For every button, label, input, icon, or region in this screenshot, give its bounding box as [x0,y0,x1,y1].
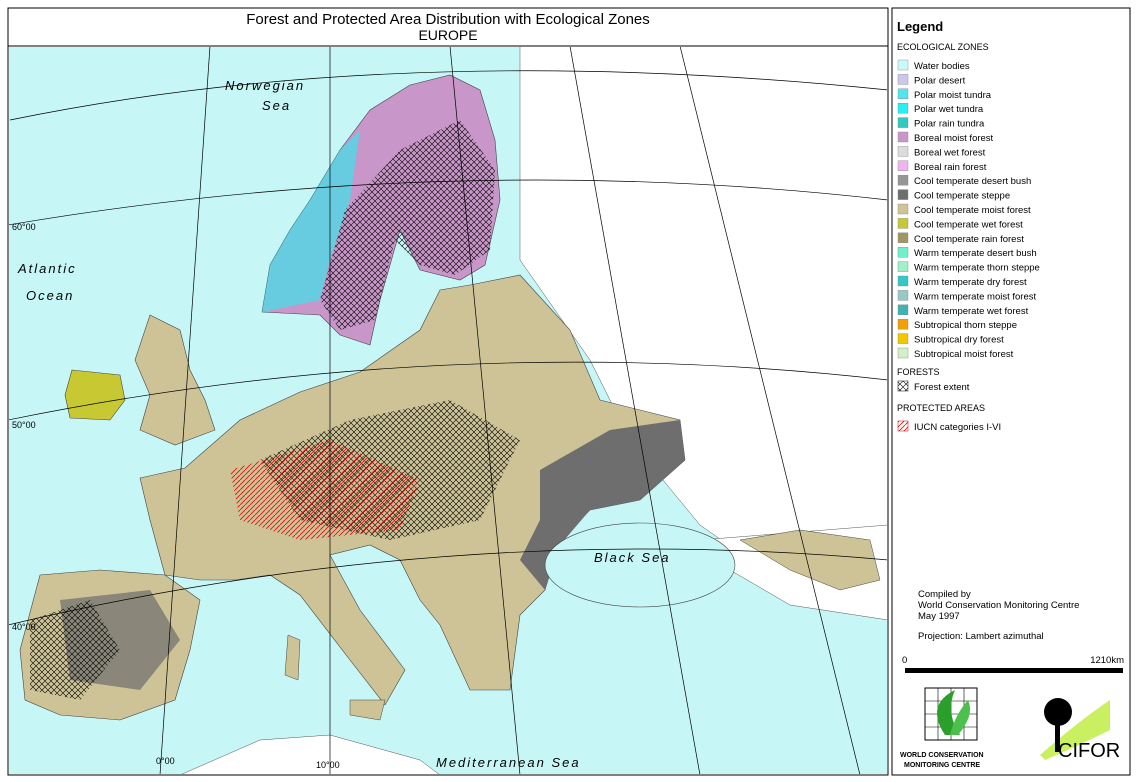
great-britain [134,314,216,446]
scale-label: 0 [902,655,907,666]
legend-swatch [897,131,909,143]
legend-item: Boreal moist forest [914,133,994,144]
legend-swatch [897,74,909,85]
graticule [9,47,887,774]
legend-item: IUCN categories I-VI [914,422,1001,433]
credit: World Conservation Monitoring Centre [918,600,1079,611]
legend-swatch [897,304,909,315]
sicily [349,699,386,721]
legend-heading: ECOLOGICAL ZONES [897,42,989,52]
logo-text: WORLD CONSERVATION [900,752,984,759]
legend-item: Cool temperate desert bush [914,176,1031,187]
sea-label: Black Sea [594,550,671,565]
legend-swatch [897,160,909,172]
map-frame [7,45,889,776]
legend-item: Polar rain tundra [914,119,985,130]
sardinia [284,634,301,681]
scale-bar [905,668,1123,673]
outer-land [519,47,887,611]
legend-swatch [897,420,909,432]
legend-item: Warm temperate wet forest [914,306,1029,317]
legend-item: Warm temperate desert bush [914,248,1037,259]
legend-item: Forest extent [914,382,970,393]
sea-label: Sea [262,98,291,113]
credit: May 1997 [918,611,960,622]
legend-swatch [897,380,909,392]
legend-item: Warm temperate moist forest [914,291,1036,302]
graticule-label: 60°00 [12,222,36,232]
legend-item: Cool temperate steppe [914,191,1010,202]
legend-item: Boreal rain forest [914,162,987,173]
legend-swatch [897,261,909,272]
logo-text: CIFOR [1058,740,1120,762]
legend-swatch [897,88,909,100]
protected-areas [230,440,420,540]
legend-swatch [897,189,909,200]
legend-swatch [897,203,909,215]
graticule-label: 50°00 [12,420,36,430]
graticule-label: 10°00 [316,760,340,770]
forest-extent [320,120,495,330]
map-subtitle: EUROPE [418,27,477,43]
legend-swatch [897,246,909,258]
legend-item: Water bodies [914,61,970,72]
black-sea [544,522,736,608]
legend-item: Subtropical thorn steppe [914,320,1017,331]
legend-item: Subtropical dry forest [914,335,1004,346]
legend-swatch [897,290,909,301]
legend-item: Warm temperate thorn steppe [914,263,1040,274]
sea-label: Norwegian [225,78,305,93]
legend-swatch [897,347,909,359]
legend-swatch [897,232,909,244]
ireland [64,369,126,421]
sea-label: Ocean [26,288,74,303]
credit: Compiled by [918,589,971,600]
scale-label: 1210km [1090,655,1124,666]
legend-swatch [897,275,909,287]
map: Norwegian Sea Atlantic Ocean Black Sea M… [9,47,887,774]
logo-text: MONITORING CENTRE [904,762,980,769]
legend-item: Polar wet tundra [914,104,984,115]
legend-item: Boreal wet forest [914,147,986,158]
outer-land [181,734,440,774]
legend-item: Polar desert [914,75,966,86]
legend-item: Cool temperate rain forest [914,234,1024,245]
legend-item: Subtropical moist forest [914,349,1014,360]
caucasus [739,529,881,591]
legend-item: Warm temperate dry forest [914,277,1027,288]
legend-swatch [897,218,909,229]
legend-panel [891,7,1131,776]
legend-heading: FORESTS [897,367,940,377]
legend-title: Legend [897,19,943,34]
legend-item: Cool temperate wet forest [914,219,1023,230]
legend-swatch [897,59,909,71]
graticule-label: 40°00 [12,622,36,632]
legend-swatch [897,146,909,157]
legend-heading: PROTECTED AREAS [897,403,985,413]
sea-label: Mediterranean Sea [436,755,581,770]
forest-extent [30,600,120,700]
title-box [7,7,889,47]
tundra [262,130,360,312]
steppe [520,420,685,590]
credit: Projection: Lambert azimuthal [918,631,1044,642]
cifor-logo [1040,698,1110,760]
sea-label: Atlantic [17,261,77,276]
graticule-label: 0°00 [156,756,175,766]
legend-item: Cool temperate moist forest [914,205,1031,216]
legend-swatch [897,174,909,186]
legend-swatch [897,117,909,128]
legend-item: Polar moist tundra [914,90,992,101]
legend-zones: Water bodies Polar desert Polar moist tund… [897,59,1040,360]
legend-swatch [897,319,909,330]
wcmc-logo [924,687,978,741]
legend-swatch [897,102,909,114]
map-title: Forest and Protected Area Distribution w… [246,11,650,28]
legend-swatch [897,333,909,344]
